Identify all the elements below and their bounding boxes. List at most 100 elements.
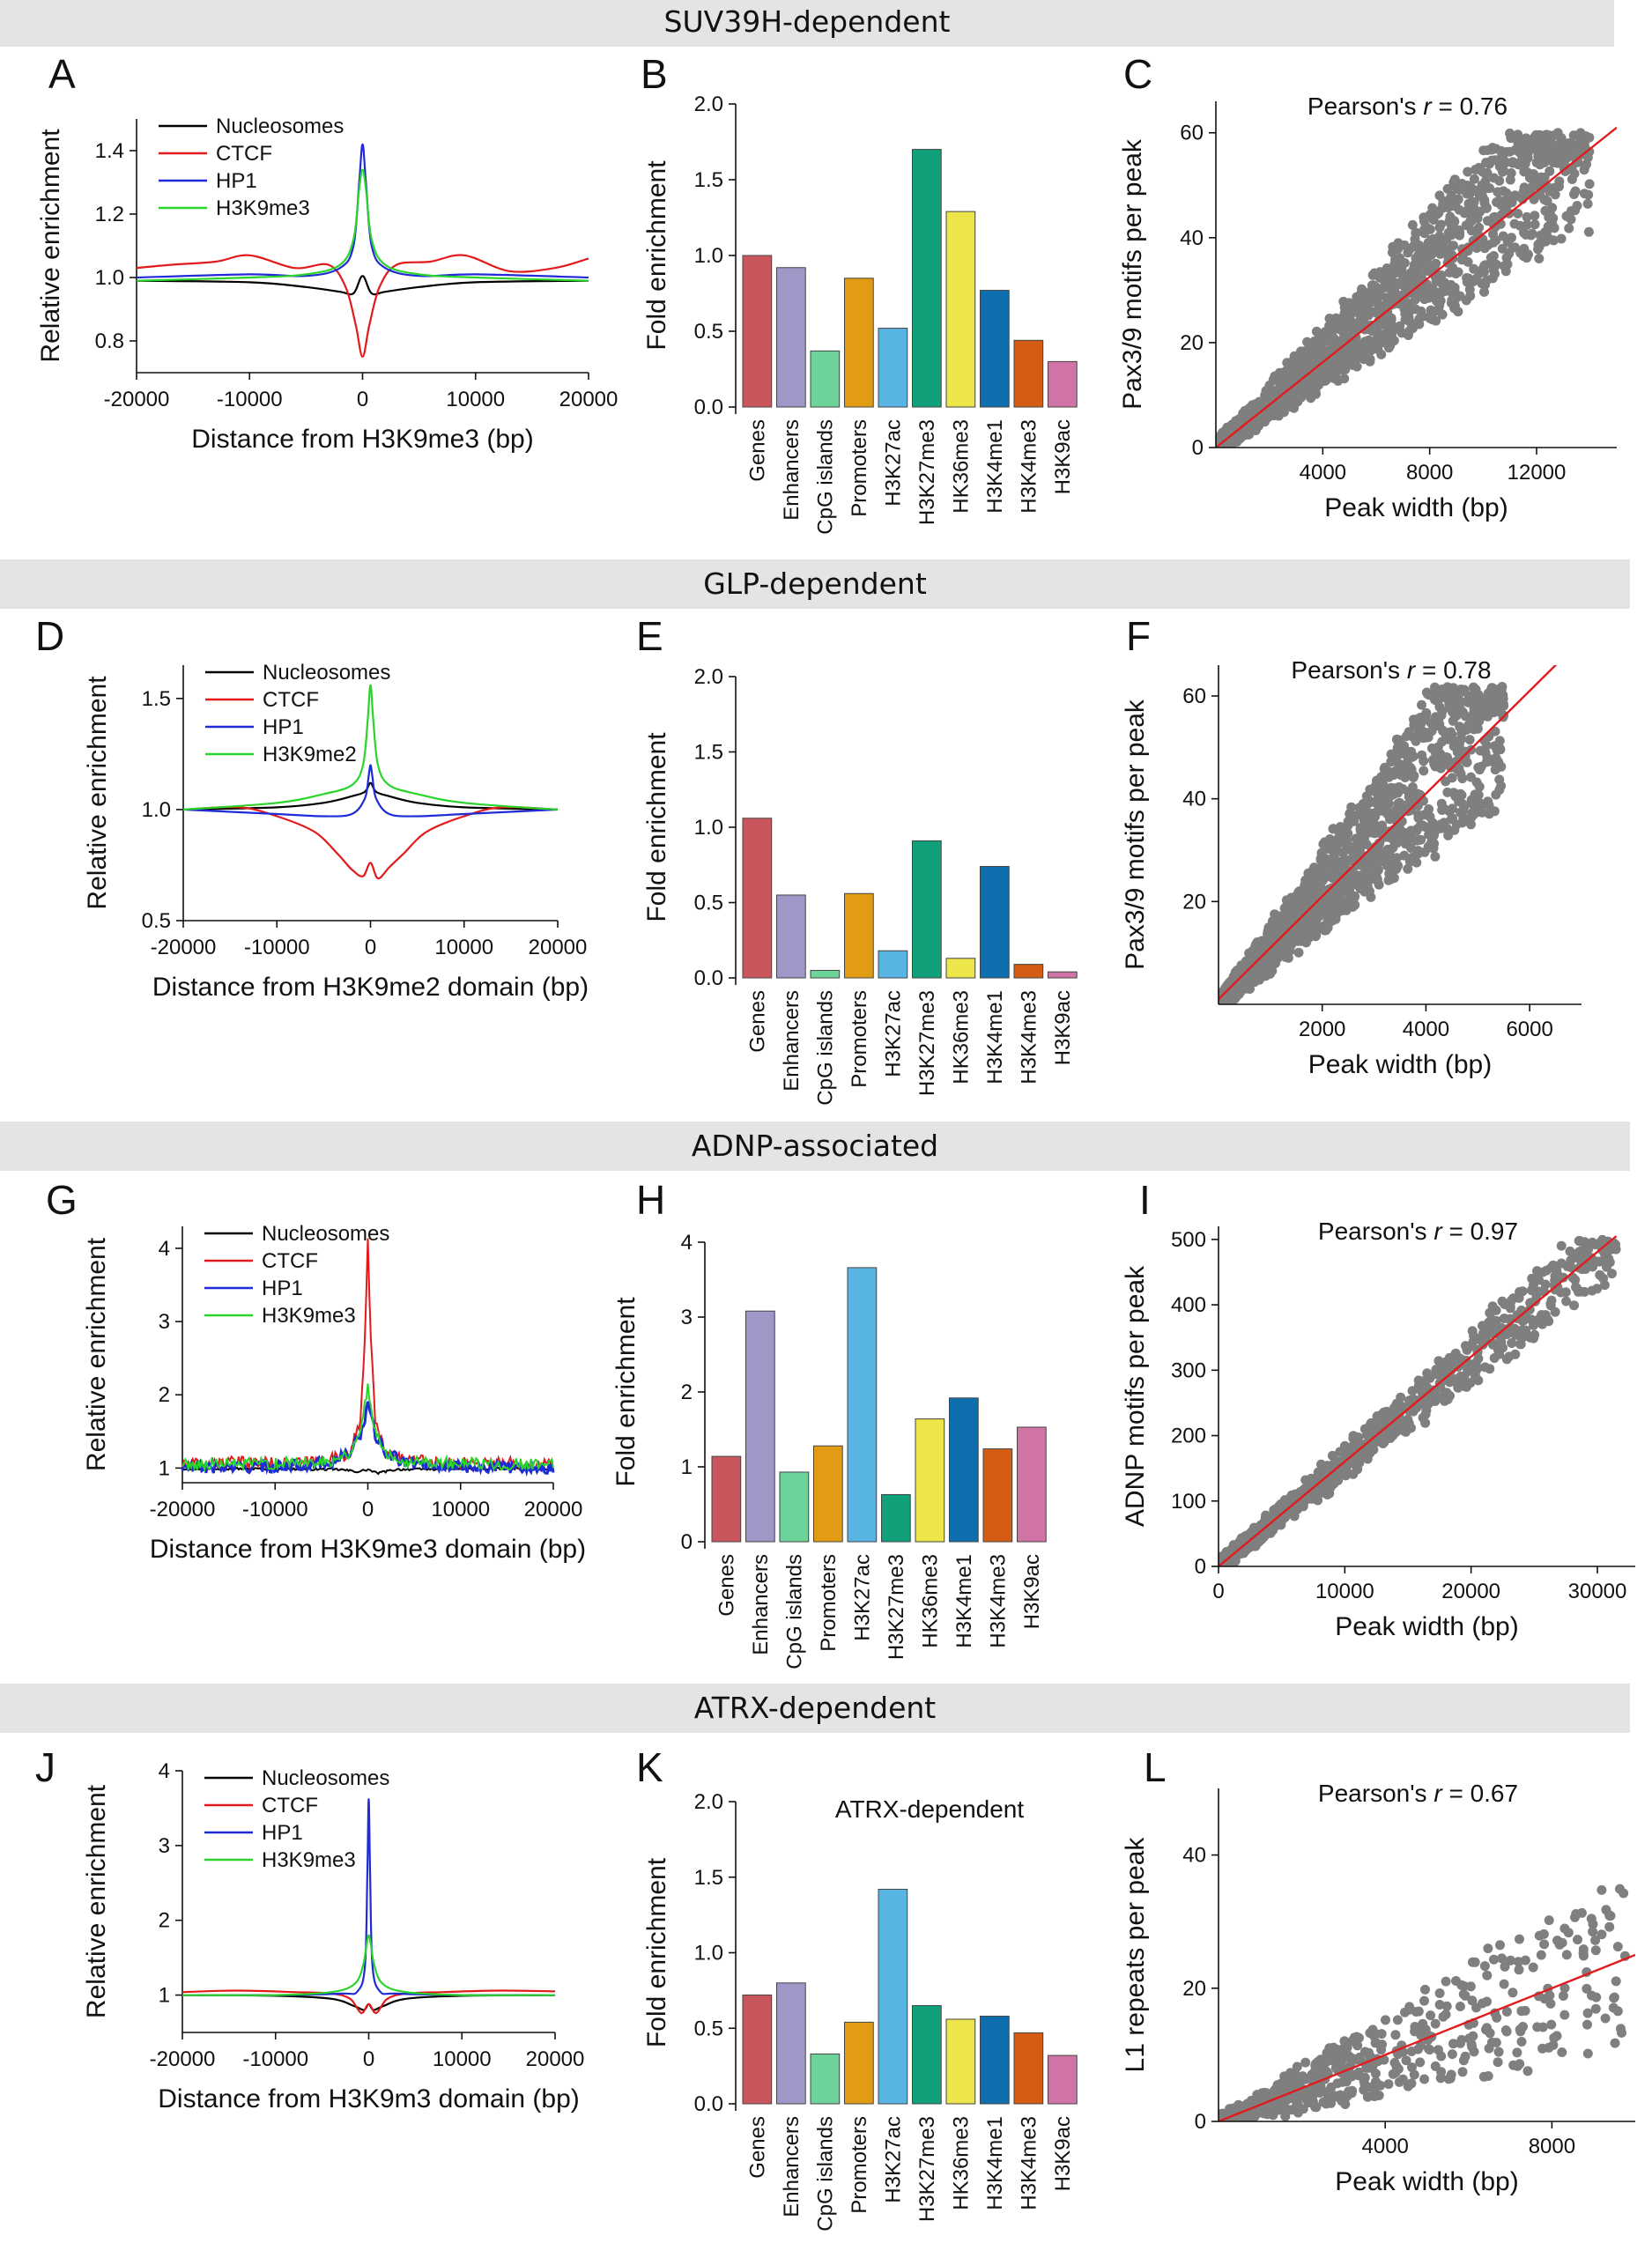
scatter-point (1418, 290, 1428, 300)
scatter-point (1500, 157, 1511, 167)
x-tick-label: 0 (365, 936, 376, 959)
scatter-point (1612, 1942, 1623, 1952)
panel-label: A (48, 51, 76, 97)
scatter-point (1548, 158, 1559, 167)
scatter-point (1467, 1326, 1478, 1336)
scatter-point (1513, 209, 1523, 218)
scatter-point (1354, 834, 1365, 845)
scatter-point (1574, 1235, 1585, 1246)
scatter-point (1329, 849, 1339, 860)
scatter-point (1256, 398, 1265, 409)
scatter-point (1528, 134, 1538, 144)
category-label: Genes (745, 990, 769, 1053)
scatter-point (1434, 701, 1445, 712)
scatter-point (1548, 213, 1559, 224)
scatter-point (1456, 255, 1467, 265)
scatter-point (1582, 198, 1593, 209)
scatter-point (1548, 235, 1559, 246)
scatter-point (1501, 1354, 1512, 1365)
scatter-point (1500, 1961, 1510, 1972)
pearson-value: = 0.78 (1415, 656, 1491, 684)
scatter-point (1527, 228, 1537, 239)
scatter-point (1556, 1240, 1567, 1251)
scatter-point (1590, 1935, 1601, 1945)
scatter-point (1343, 839, 1353, 849)
scatter-point (1360, 803, 1371, 812)
pearson-value: = 0.76 (1432, 93, 1508, 120)
scatter-point (1389, 336, 1399, 346)
scatter-point (1393, 798, 1404, 809)
y-tick-label: 1.0 (142, 798, 171, 822)
bar-promoters (844, 278, 874, 408)
pearson-prefix: Pearson's (1318, 1218, 1433, 1245)
bar-promoters (844, 2021, 874, 2105)
scatter-point (1376, 772, 1387, 782)
scatter-point (1501, 1329, 1512, 1340)
chart-title: ATRX-dependent (835, 1795, 1025, 1823)
scatter-point (1422, 1368, 1433, 1379)
scatter-point (1341, 905, 1352, 915)
scatter-point (1407, 219, 1418, 230)
series-line-h3k9me2 (182, 684, 559, 811)
axes: 0.00.51.01.52.0 (694, 93, 737, 419)
y-tick-label: 1.5 (694, 168, 723, 192)
scatter-point (1480, 260, 1491, 270)
scatter-point (1410, 2026, 1420, 2037)
scatter-point (1404, 727, 1414, 737)
bar-h3k4me3 (1013, 2032, 1044, 2105)
scatter-point (1419, 810, 1430, 820)
y-axis-title: Pax3/9 motifs per peak (1118, 138, 1147, 410)
series-line-ctcf (181, 1989, 556, 2014)
scatter-point (1532, 1266, 1542, 1277)
category-label: Enhancers (780, 990, 804, 1092)
scatter-point (1418, 1412, 1428, 1423)
bars: Genes Enhancers CpG islands Promoters H3K27a… (742, 818, 1078, 1106)
scatter-point (1479, 286, 1489, 297)
bar-genes (742, 818, 773, 979)
scatter-point (1462, 181, 1472, 190)
scatter-point (1405, 268, 1416, 278)
y-tick-label: 1.0 (694, 816, 723, 840)
scatter-point (1386, 291, 1396, 301)
scatter-point (1496, 695, 1507, 706)
scatter-point (1466, 808, 1477, 818)
scatter-point (1384, 281, 1395, 292)
scatter-point (1362, 304, 1373, 314)
scatter-point (1462, 1363, 1472, 1373)
section-header-1: SUV39H-dependent (0, 0, 1614, 47)
legend-label: CTCF (262, 1249, 318, 1273)
y-tick-label: 400 (1171, 1293, 1206, 1317)
y-tick-label: 2.0 (694, 1790, 723, 1814)
scatter-point (1359, 337, 1370, 347)
scatter-point (1339, 321, 1350, 331)
panel-label: H (636, 1177, 665, 1223)
scatter-point (1412, 848, 1423, 858)
bar-hk36me3 (945, 2018, 976, 2105)
scatter-point (1354, 309, 1365, 320)
scatter-point (1449, 303, 1460, 314)
scatter-point (1455, 230, 1465, 241)
x-tick-label: 10000 (434, 936, 493, 959)
scatter-point (1489, 1353, 1500, 1363)
legend-label: CTCF (262, 1794, 318, 1817)
y-tick-label: 0 (681, 1530, 693, 1554)
scatter-point (1473, 762, 1484, 773)
y-tick-label: 200 (1171, 1425, 1206, 1448)
scatter-point (1361, 840, 1372, 849)
scatter-point (1570, 1912, 1580, 1922)
section-header-band (0, 0, 1614, 47)
scatter-point (1414, 713, 1425, 723)
scatter-point (1368, 322, 1379, 333)
panel-label: I (1139, 1177, 1151, 1223)
scatter-point (1419, 2074, 1430, 2084)
scatter-point (1541, 1265, 1552, 1276)
scatter-point (1439, 688, 1449, 699)
scatter-point (1552, 1265, 1562, 1276)
x-tick-label: 20000 (1441, 1580, 1500, 1603)
scatter-point (1369, 2091, 1380, 2101)
scatter-point (1420, 728, 1431, 738)
scatter-points (1219, 682, 1509, 1004)
